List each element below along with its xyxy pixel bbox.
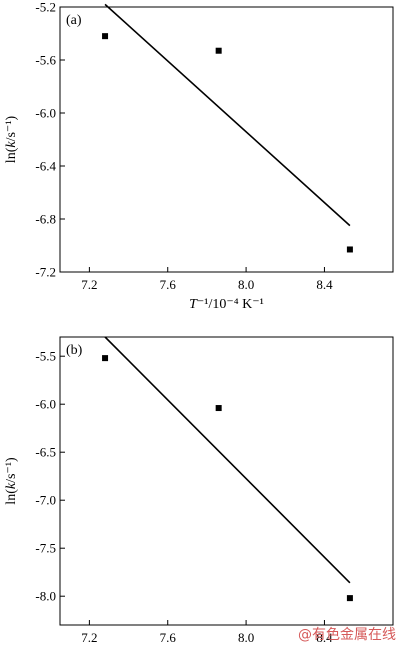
watermark-text: @有色金属在线 xyxy=(298,626,396,643)
x-tick-label-1-3: 8.4 xyxy=(316,630,333,645)
y-tick-label-0-2: -6.0 xyxy=(35,106,56,121)
y-tick-label-0-4: -6.8 xyxy=(35,212,56,227)
y-tick-label-1-4: -7.5 xyxy=(35,541,56,556)
y-tick-label-0-5: -7.2 xyxy=(35,265,56,280)
data-point-0-0 xyxy=(102,33,109,40)
x-tick-label-1-2: 8.0 xyxy=(238,630,254,645)
y-tick-label-1-5: -8.0 xyxy=(35,589,56,604)
panel-label-1: (b) xyxy=(66,343,83,358)
y-tick-label-1-2: -6.5 xyxy=(35,445,56,460)
data-point-0-2 xyxy=(346,246,353,253)
data-point-1-2 xyxy=(346,595,353,602)
y-tick-label-1-3: -7.0 xyxy=(35,493,56,508)
y-tick-label-0-3: -6.4 xyxy=(35,159,56,174)
y-tick-label-0-1: -5.6 xyxy=(35,53,56,68)
y-axis-title-1: ln(k/s⁻¹) xyxy=(4,457,19,505)
data-point-1-1 xyxy=(215,405,222,412)
x-tick-label-0-3: 8.4 xyxy=(316,277,333,292)
plot-frame-0 xyxy=(59,6,394,273)
panel-label-0: (a) xyxy=(66,13,82,28)
y-tick-label-0-0: -5.2 xyxy=(35,0,56,15)
y-tick-label-1-1: -6.0 xyxy=(35,397,56,412)
x-tick-label-0-1: 7.6 xyxy=(160,277,177,292)
fit-line-0 xyxy=(104,3,351,227)
x-tick-label-1-1: 7.6 xyxy=(160,630,177,645)
data-point-0-1 xyxy=(215,47,222,54)
plot-frame-1 xyxy=(59,336,394,626)
x-axis-title-0: T⁻¹/10⁻⁴ K⁻¹ xyxy=(189,297,264,312)
data-point-1-0 xyxy=(102,355,109,362)
x-tick-label-0-2: 8.0 xyxy=(238,277,254,292)
y-axis-title-0: ln(k/s⁻¹) xyxy=(4,115,19,163)
y-tick-label-1-0: -5.5 xyxy=(35,349,56,364)
fit-line-1 xyxy=(104,336,351,584)
x-tick-label-0-0: 7.2 xyxy=(81,277,97,292)
x-tick-label-1-0: 7.2 xyxy=(81,630,97,645)
